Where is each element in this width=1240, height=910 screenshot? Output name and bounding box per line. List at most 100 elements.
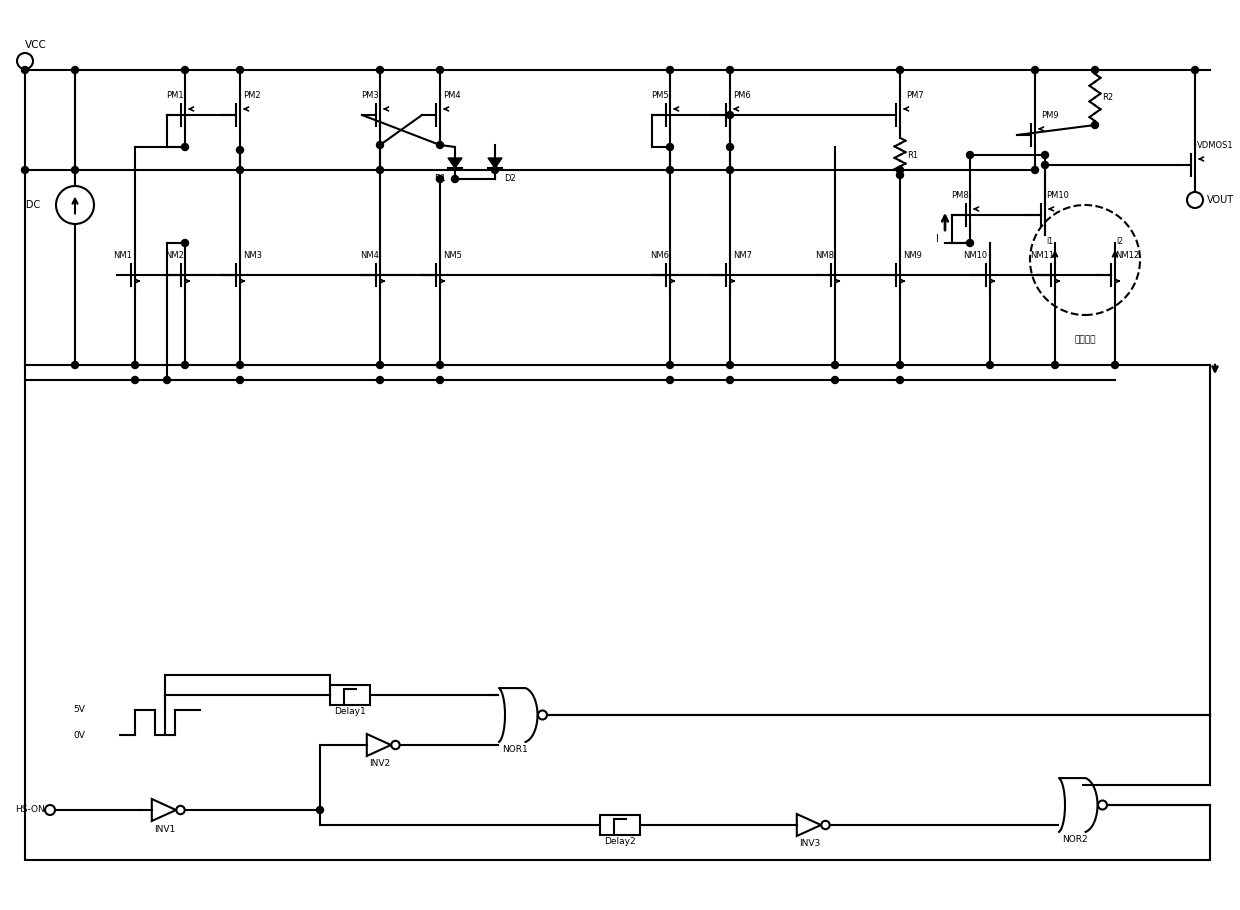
Text: Delay2: Delay2 xyxy=(604,837,636,846)
Text: PM3: PM3 xyxy=(361,92,379,100)
Text: IDC: IDC xyxy=(22,200,40,210)
Circle shape xyxy=(181,239,188,247)
Circle shape xyxy=(377,141,383,148)
Text: NM12: NM12 xyxy=(1115,251,1140,260)
Text: HS-ON: HS-ON xyxy=(15,805,45,814)
Circle shape xyxy=(181,144,188,150)
Text: R1: R1 xyxy=(908,150,919,159)
Circle shape xyxy=(377,377,383,383)
Text: PM6: PM6 xyxy=(733,92,751,100)
Polygon shape xyxy=(448,158,463,168)
Circle shape xyxy=(667,361,673,369)
Circle shape xyxy=(21,167,29,174)
Circle shape xyxy=(164,377,171,383)
Circle shape xyxy=(237,377,243,383)
Text: NM7: NM7 xyxy=(734,251,753,260)
Circle shape xyxy=(237,147,243,154)
Circle shape xyxy=(436,377,444,383)
Circle shape xyxy=(832,377,838,383)
Text: I2: I2 xyxy=(1116,238,1123,247)
Text: VOUT: VOUT xyxy=(1207,195,1234,205)
Circle shape xyxy=(667,377,673,383)
Circle shape xyxy=(966,239,973,247)
Text: PM10: PM10 xyxy=(1047,191,1069,200)
Circle shape xyxy=(897,171,904,178)
Bar xyxy=(600,815,640,835)
Circle shape xyxy=(1091,122,1099,128)
Circle shape xyxy=(72,167,78,174)
Circle shape xyxy=(727,167,734,174)
Text: PM7: PM7 xyxy=(906,92,924,100)
Circle shape xyxy=(897,377,904,383)
Text: INV1: INV1 xyxy=(154,824,176,834)
Circle shape xyxy=(667,66,673,74)
Circle shape xyxy=(316,806,324,814)
Circle shape xyxy=(1042,161,1049,168)
Text: INV3: INV3 xyxy=(800,840,821,848)
Text: NM2: NM2 xyxy=(166,251,185,260)
Polygon shape xyxy=(1059,778,1097,832)
Text: D1: D1 xyxy=(434,174,446,183)
Circle shape xyxy=(897,167,904,174)
Circle shape xyxy=(436,141,444,148)
Text: NM6: NM6 xyxy=(651,251,670,260)
Text: PM8: PM8 xyxy=(951,191,968,200)
Circle shape xyxy=(491,167,498,174)
Polygon shape xyxy=(489,158,502,168)
Circle shape xyxy=(451,176,459,183)
Circle shape xyxy=(667,144,673,150)
Circle shape xyxy=(131,361,139,369)
Circle shape xyxy=(237,66,243,74)
Circle shape xyxy=(21,66,29,74)
Circle shape xyxy=(897,66,904,74)
Circle shape xyxy=(1042,151,1049,158)
Text: NM4: NM4 xyxy=(361,251,379,260)
Text: PM1: PM1 xyxy=(166,92,184,100)
Circle shape xyxy=(72,361,78,369)
Circle shape xyxy=(727,361,734,369)
Text: NM10: NM10 xyxy=(963,251,987,260)
Text: I: I xyxy=(935,234,939,244)
Text: 0V: 0V xyxy=(73,731,86,740)
Circle shape xyxy=(832,361,838,369)
Text: NM9: NM9 xyxy=(904,251,923,260)
Text: VCC: VCC xyxy=(25,40,47,50)
Circle shape xyxy=(667,167,673,174)
Text: NM5: NM5 xyxy=(444,251,463,260)
Circle shape xyxy=(181,66,188,74)
Circle shape xyxy=(727,66,734,74)
Circle shape xyxy=(237,167,243,174)
Circle shape xyxy=(377,167,383,174)
Circle shape xyxy=(1052,361,1059,369)
Circle shape xyxy=(1032,66,1039,74)
Circle shape xyxy=(237,361,243,369)
Circle shape xyxy=(987,361,993,369)
Text: 5V: 5V xyxy=(73,705,86,714)
Text: PM4: PM4 xyxy=(443,92,461,100)
Circle shape xyxy=(1032,167,1039,174)
Circle shape xyxy=(436,66,444,74)
Text: NOR2: NOR2 xyxy=(1063,835,1087,844)
Circle shape xyxy=(72,66,78,74)
Circle shape xyxy=(436,176,444,183)
Circle shape xyxy=(377,361,383,369)
Text: NOR1: NOR1 xyxy=(502,745,528,754)
Text: Delay1: Delay1 xyxy=(334,707,366,716)
Polygon shape xyxy=(498,688,537,742)
Circle shape xyxy=(1192,66,1199,74)
Circle shape xyxy=(727,144,734,150)
Text: PM2: PM2 xyxy=(243,92,260,100)
Text: INV2: INV2 xyxy=(370,760,391,769)
Circle shape xyxy=(966,151,973,158)
Circle shape xyxy=(1111,361,1118,369)
Text: NM3: NM3 xyxy=(243,251,263,260)
Bar xyxy=(330,685,370,705)
Text: NM1: NM1 xyxy=(114,251,133,260)
Circle shape xyxy=(377,66,383,74)
Text: PM9: PM9 xyxy=(1042,112,1059,120)
Text: VDMOS1: VDMOS1 xyxy=(1197,140,1234,149)
Circle shape xyxy=(436,361,444,369)
Circle shape xyxy=(727,377,734,383)
Text: I1: I1 xyxy=(1047,238,1054,247)
Circle shape xyxy=(131,377,139,383)
